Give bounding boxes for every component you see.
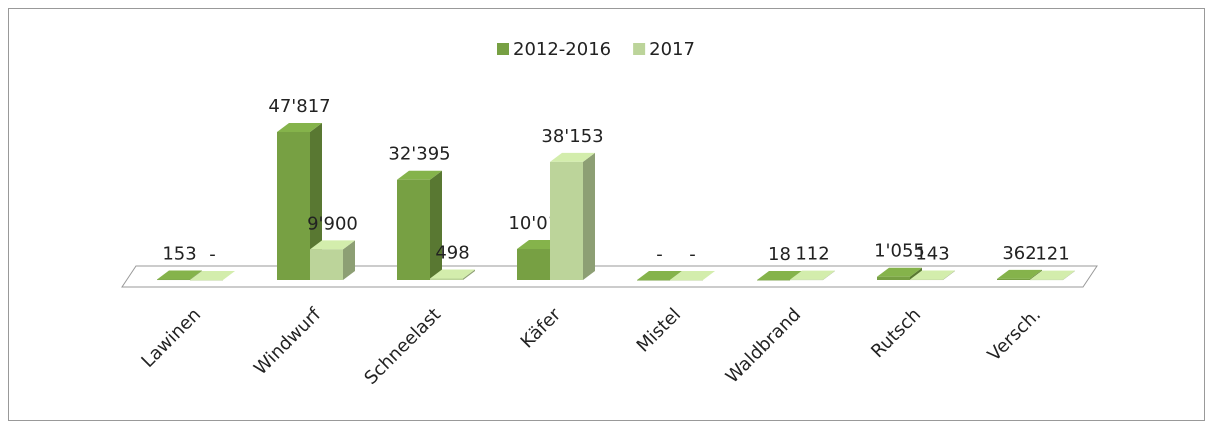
data-label: 153 <box>162 244 196 265</box>
bar-side <box>1063 270 1075 280</box>
data-label: 32'395 <box>388 144 450 165</box>
bar-top <box>1030 270 1075 280</box>
bar-side <box>190 270 202 280</box>
legend-label: 2012-2016 <box>513 39 611 60</box>
bar-top <box>550 152 595 162</box>
data-label: - <box>209 244 216 265</box>
bar <box>397 179 430 280</box>
data-label: 38'153 <box>541 126 603 147</box>
data-label: - <box>656 244 663 265</box>
bar-top <box>877 267 922 277</box>
data-label: 121 <box>1035 244 1069 265</box>
bar <box>550 161 583 280</box>
bar <box>670 280 703 281</box>
bar <box>1030 279 1063 281</box>
bar <box>877 276 910 280</box>
bar-top <box>190 271 235 280</box>
data-label: 9'900 <box>307 213 358 234</box>
data-label: 362 <box>1002 243 1036 264</box>
bar-side <box>943 270 955 280</box>
bar-top <box>670 271 715 280</box>
data-label: 18 <box>768 244 791 265</box>
bar-top <box>637 271 682 280</box>
bar <box>757 279 790 281</box>
bar-side <box>583 152 595 280</box>
chart-border <box>8 8 1205 421</box>
bar-top <box>997 269 1042 279</box>
bar-side <box>430 170 442 280</box>
bar-side <box>310 123 322 280</box>
floor <box>121 265 1098 288</box>
bar-side <box>910 267 922 280</box>
data-label: 47'817 <box>268 96 330 117</box>
bar <box>997 278 1030 280</box>
bar <box>637 280 670 281</box>
bar <box>790 279 823 281</box>
bar <box>277 132 310 280</box>
bar-top <box>910 270 955 280</box>
data-label: - <box>689 244 696 265</box>
bar-side <box>463 269 475 280</box>
bar-top <box>790 270 835 280</box>
legend-label: 2017 <box>649 39 695 60</box>
bar <box>517 249 550 280</box>
data-label: 143 <box>915 244 949 265</box>
bar <box>910 279 943 281</box>
bar-top <box>757 270 802 280</box>
bar-top <box>430 269 475 279</box>
bar-side <box>343 240 355 280</box>
data-label: 1'055 <box>874 241 925 262</box>
bar-top <box>277 123 322 132</box>
data-label: 112 <box>795 244 829 265</box>
legend-swatch <box>497 43 509 55</box>
legend-swatch <box>633 43 646 55</box>
bar <box>190 280 223 281</box>
bar-top <box>157 270 202 280</box>
data-label: 498 <box>435 242 469 263</box>
bar-top <box>310 240 355 250</box>
bar-side <box>823 270 835 280</box>
bar <box>157 279 190 281</box>
bar-top <box>397 170 442 180</box>
bar <box>310 249 343 280</box>
bar <box>430 278 463 280</box>
